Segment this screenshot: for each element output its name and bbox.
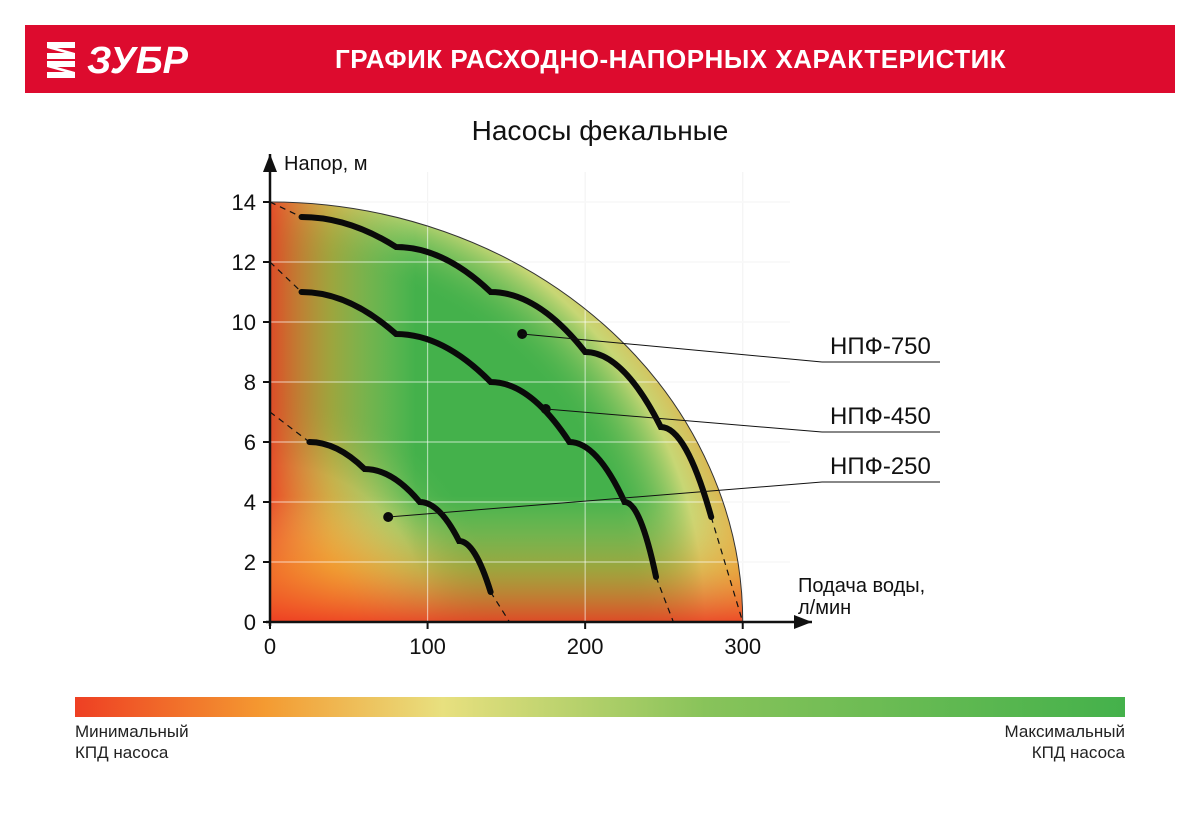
- svg-text:НПФ-250: НПФ-250: [830, 453, 931, 480]
- svg-text:НПФ-450: НПФ-450: [830, 403, 931, 430]
- brand-text: ЗУБР: [87, 40, 189, 82]
- svg-text:4: 4: [244, 490, 256, 515]
- legend-min: Минимальный КПД насоса: [75, 721, 189, 764]
- svg-text:14: 14: [232, 190, 256, 215]
- brand-logo: ЗУБР: [45, 35, 305, 83]
- gradient-bar: [75, 697, 1125, 717]
- svg-text:НПФ-750: НПФ-750: [830, 333, 931, 360]
- svg-text:0: 0: [264, 634, 276, 659]
- efficiency-legend: Минимальный КПД насоса Максимальный КПД …: [75, 697, 1125, 764]
- svg-text:6: 6: [244, 430, 256, 455]
- pump-chart: НПФ-750 НПФ-450 НПФ-250 0 2 4 6 8 10 12 14 0 100 200 3…: [150, 152, 1050, 682]
- svg-text:л/мин: л/мин: [798, 597, 851, 619]
- legend-max: Максимальный КПД насоса: [1005, 721, 1125, 764]
- svg-text:8: 8: [244, 370, 256, 395]
- svg-text:200: 200: [567, 634, 604, 659]
- svg-text:10: 10: [232, 310, 256, 335]
- header-title: ГРАФИК РАСХОДНО-НАПОРНЫХ ХАРАКТЕРИСТИК: [335, 44, 1006, 75]
- svg-text:Подача воды,: Подача воды,: [798, 575, 925, 597]
- svg-text:300: 300: [724, 634, 761, 659]
- svg-text:Напор, м: Напор, м: [284, 153, 368, 175]
- svg-text:0: 0: [244, 610, 256, 635]
- svg-text:12: 12: [232, 250, 256, 275]
- svg-text:100: 100: [409, 634, 446, 659]
- header-bar: ЗУБР ГРАФИК РАСХОДНО-НАПОРНЫХ ХАРАКТЕРИС…: [25, 25, 1175, 93]
- chart-title: Насосы фекальные: [0, 115, 1200, 147]
- svg-text:2: 2: [244, 550, 256, 575]
